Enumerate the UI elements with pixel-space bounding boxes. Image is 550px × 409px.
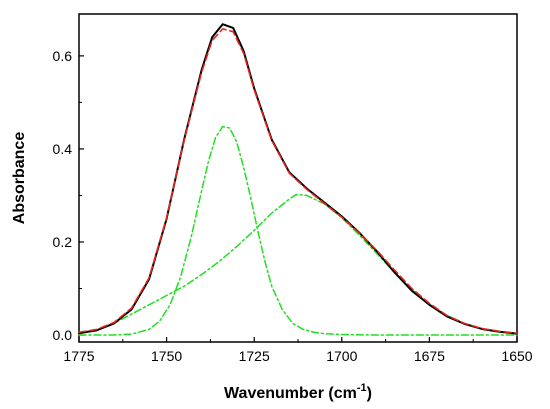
series-line-measured xyxy=(78,23,518,335)
y-tick-label: 0.0 xyxy=(53,327,73,343)
x-tick-label: 1725 xyxy=(239,348,270,364)
plot-frame xyxy=(78,13,518,343)
series-line-component-2 xyxy=(78,193,518,335)
x-tick-label: 1775 xyxy=(63,348,94,364)
x-axis-title-superscript: -1 xyxy=(357,382,367,394)
y-tick-label: 0.6 xyxy=(53,48,73,64)
y-tick-label: 0.2 xyxy=(53,234,73,250)
x-tick-label: 1700 xyxy=(326,348,357,364)
series-line-fit-sum xyxy=(78,28,518,334)
x-tick-label: 1750 xyxy=(151,348,182,364)
x-axis-title-suffix: ) xyxy=(367,385,372,402)
x-tick-label: 1675 xyxy=(414,348,445,364)
axis-ticks: 1775 1750 1725 1700 1675 1650 0.0 0.2 0.4 0.6 xyxy=(53,48,533,364)
series-group xyxy=(78,23,518,336)
x-axis-title-main: Wavenumber (cm xyxy=(224,385,357,402)
series-line-component-1 xyxy=(78,125,518,336)
y-tick-label: 0.4 xyxy=(53,141,73,157)
x-axis-title: Wavenumber (cm-1) xyxy=(224,382,372,402)
x-tick-label: 1650 xyxy=(501,348,532,364)
y-axis-title: Absorbance xyxy=(11,132,28,225)
